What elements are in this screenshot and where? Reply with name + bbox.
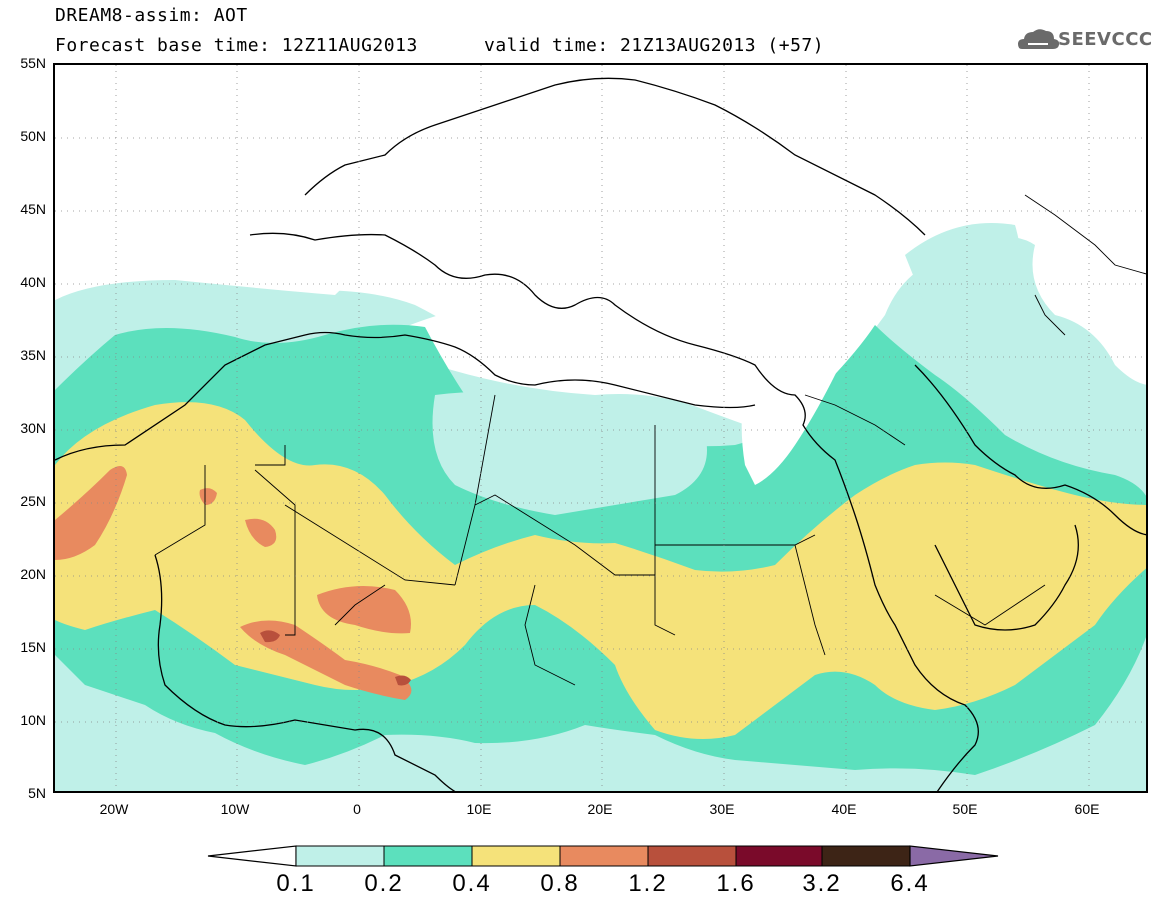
forecast-base-time: Forecast base time: 12Z11AUG2013 bbox=[55, 35, 418, 56]
lon-label-10e: 10E bbox=[466, 801, 492, 817]
lat-label-20n: 20N bbox=[20, 566, 46, 582]
lat-label-10n: 10N bbox=[20, 712, 46, 728]
colorbar-under-triangle bbox=[207, 845, 297, 867]
map-title: DREAM8-assim: AOT bbox=[55, 5, 248, 26]
lat-label-5n: 5N bbox=[28, 785, 46, 801]
colorbar-swatch-0.8-1.2 bbox=[559, 845, 649, 867]
lat-label-35n: 35N bbox=[20, 347, 46, 363]
lon-label-40e: 40E bbox=[831, 801, 857, 817]
lat-label-50n: 50N bbox=[20, 128, 46, 144]
lon-label-30e: 30E bbox=[709, 801, 735, 817]
lat-label-40n: 40N bbox=[20, 274, 46, 290]
colorbar-label-1.6: 1.6 bbox=[716, 870, 756, 897]
lat-label-15n: 15N bbox=[20, 639, 46, 655]
colorbar bbox=[207, 845, 999, 867]
colorbar-swatch-3.2-6.4 bbox=[821, 845, 911, 867]
aot-band-0.8-1.2 bbox=[55, 466, 412, 700]
logo-text: SEEVCCC bbox=[1058, 29, 1153, 50]
colorbar-label-0.1: 0.1 bbox=[276, 870, 316, 897]
colorbar-label-3.2: 3.2 bbox=[802, 870, 842, 897]
colorbar-label-6.4: 6.4 bbox=[890, 870, 930, 897]
clear-areas bbox=[55, 65, 1146, 515]
borders bbox=[154, 194, 1146, 686]
colorbar-over-triangle bbox=[909, 845, 999, 867]
colorbar-swatch-1.6-3.2 bbox=[735, 845, 823, 867]
colorbar-label-0.2: 0.2 bbox=[364, 870, 404, 897]
colorbar-label-0.4: 0.4 bbox=[452, 870, 492, 897]
lat-label-30n: 30N bbox=[20, 420, 46, 436]
lat-label-25n: 25N bbox=[20, 493, 46, 509]
colorbar-swatch-0.1-0.2 bbox=[295, 845, 385, 867]
aot-map bbox=[53, 63, 1148, 793]
lon-label-20e: 20E bbox=[587, 801, 613, 817]
colorbar-label-0.8: 0.8 bbox=[540, 870, 580, 897]
coastlines bbox=[55, 77, 1146, 791]
gridlines bbox=[55, 65, 1146, 791]
cloud-icon bbox=[1018, 29, 1060, 49]
lon-label-20w: 20W bbox=[99, 801, 129, 817]
lat-label-55n: 55N bbox=[20, 55, 46, 71]
lat-label-45n: 45N bbox=[20, 201, 46, 217]
colorbar-label-1.2: 1.2 bbox=[628, 870, 668, 897]
aot-band-1.2-1.6 bbox=[260, 630, 411, 686]
colorbar-swatch-1.2-1.6 bbox=[647, 845, 737, 867]
valid-time: valid time: 21Z13AUG2013 (+57) bbox=[484, 35, 825, 56]
lon-label-10w: 10W bbox=[220, 801, 250, 817]
lon-label-0: 0 bbox=[353, 801, 361, 817]
colorbar-swatch-0.2-0.4 bbox=[383, 845, 473, 867]
lon-label-60e: 60E bbox=[1074, 801, 1100, 817]
lon-label-50e: 50E bbox=[952, 801, 978, 817]
colorbar-swatch-0.4-0.8 bbox=[471, 845, 561, 867]
